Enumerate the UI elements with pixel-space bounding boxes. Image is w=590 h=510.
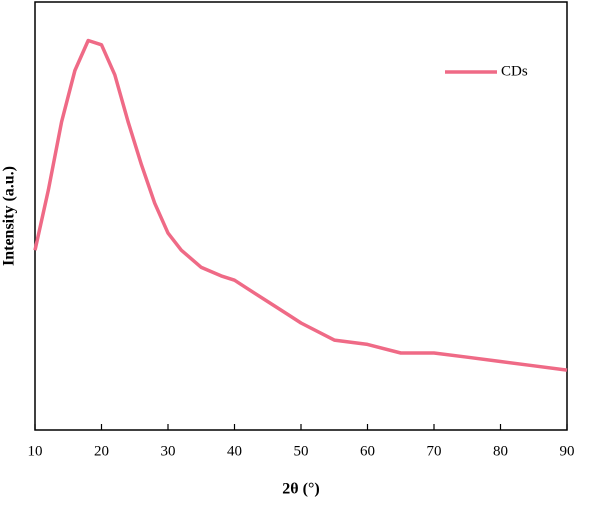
x-tick-label: 50	[294, 443, 309, 459]
legend-label: CDs	[501, 63, 528, 79]
x-tick-label: 70	[427, 443, 442, 459]
x-tick-label: 30	[161, 443, 176, 459]
x-tick-label: 20	[94, 443, 109, 459]
plot-frame	[34, 1, 568, 431]
x-tick-label: 90	[560, 443, 575, 459]
x-axis-title: 2θ (°)	[282, 481, 319, 498]
data-line	[33, 38, 568, 372]
y-axis-title: Intensity (a.u.)	[1, 166, 18, 266]
x-tick-label: 80	[493, 443, 508, 459]
x-tick-label: 10	[28, 443, 43, 459]
x-tick-label: 40	[227, 443, 242, 459]
x-tick-label: 60	[360, 443, 375, 459]
